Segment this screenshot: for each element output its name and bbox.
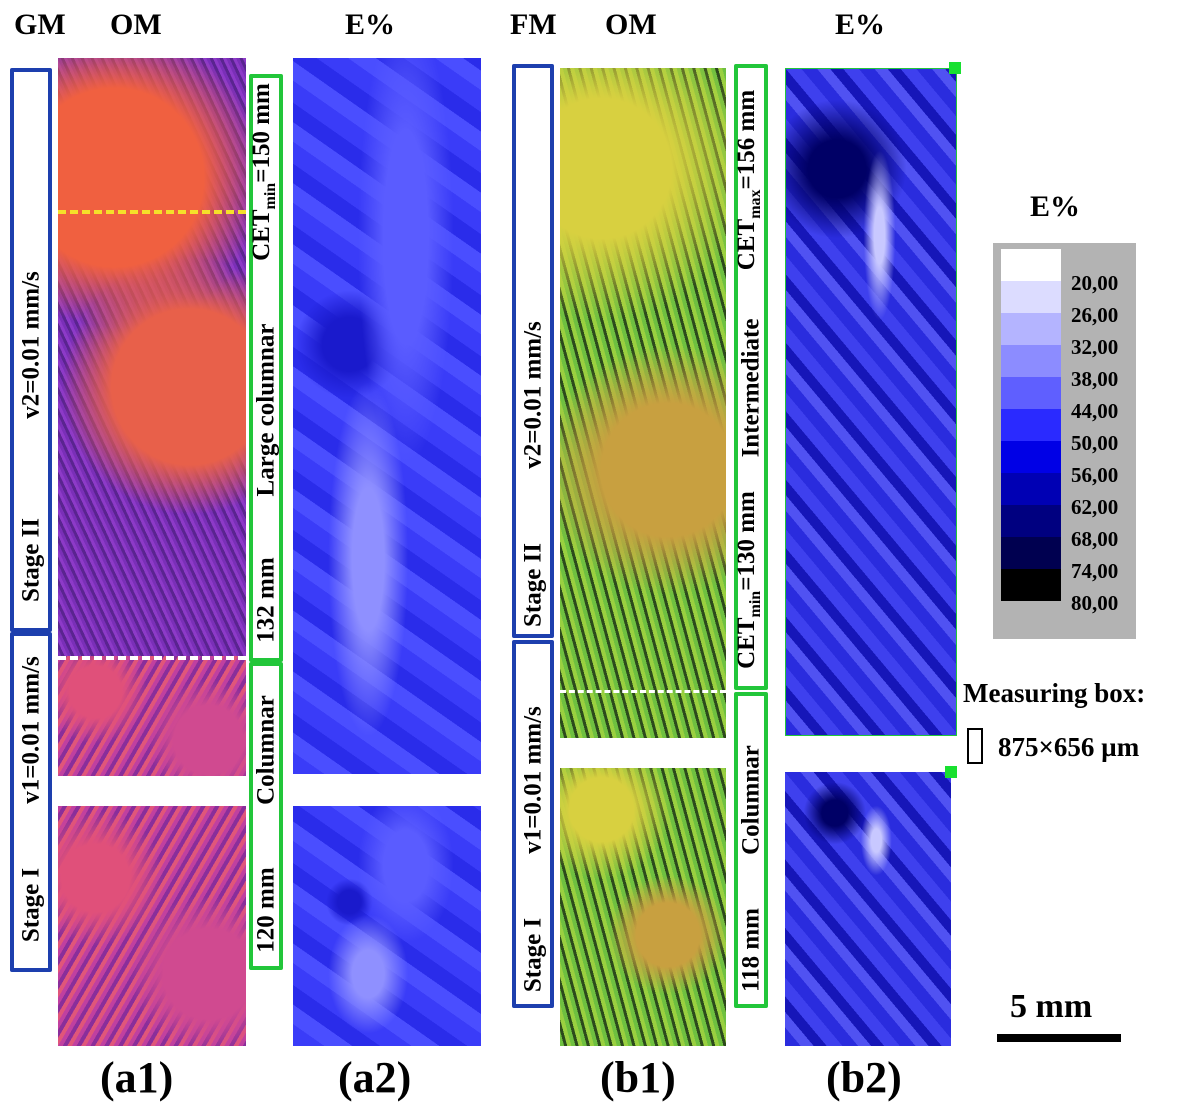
legend-swatch (1001, 249, 1061, 281)
stage-i-box-a1 (10, 632, 52, 972)
panel-label-a2: (a2) (338, 1053, 412, 1102)
v2-label-a1: v2=0.01 mm/s (17, 271, 45, 419)
scale-bar-label: 5 mm (1010, 988, 1093, 1025)
measuring-box-icon (967, 728, 983, 764)
stage-boundary-line-b1 (560, 690, 726, 693)
header-gm: GM (14, 8, 66, 41)
header-om-right: OM (605, 8, 657, 41)
legend-swatch (1001, 537, 1061, 569)
legend-value: 62,00 (1071, 495, 1119, 519)
intermediate-label-b1: Intermediate (737, 318, 765, 458)
header-e-left: E% (345, 8, 396, 41)
legend-swatch (1001, 345, 1061, 377)
om-micrograph-a1-lower (58, 806, 246, 1046)
mm-118-label-b1: 118 mm (737, 907, 765, 993)
v1-label-b1: v1=0.01 mm/s (519, 706, 547, 854)
scale-bar (997, 1034, 1121, 1042)
header-fm: FM (510, 8, 557, 41)
legend-value: 68,00 (1071, 527, 1119, 551)
columnar-label-b1: Columnar (737, 745, 765, 855)
color-legend: 20,00 26,00 32,00 38,00 44,00 50,00 56,00 62,00… (993, 243, 1136, 639)
cet-max-label-b1: CETmax=156 mm (733, 89, 764, 271)
stage-i-box-b1 (512, 640, 554, 1008)
cet-min-label-a1: CETmin=150 mm (248, 83, 279, 261)
legend-swatch (1001, 409, 1061, 441)
header-om-left: OM (110, 8, 162, 41)
e-map-a2-lower (293, 806, 481, 1046)
legend-swatch (1001, 441, 1061, 473)
columnar-label-a1: Columnar (252, 695, 280, 805)
v1-label-a1: v1=0.01 mm/s (17, 656, 45, 804)
om-micrograph-a1-upper (58, 58, 246, 656)
legend-value: 80,00 (1071, 591, 1119, 615)
e-map-b2-upper (785, 68, 957, 736)
legend-value: 56,00 (1071, 463, 1119, 487)
cet-region-box-a1 (249, 74, 283, 662)
om-micrograph-b1-lower (560, 768, 726, 1046)
header-e-right: E% (835, 8, 886, 41)
stage-ii-label-b1: Stage II (519, 542, 547, 628)
mm-132-label-a1: 132 mm (252, 557, 280, 643)
e-map-b2-lower (785, 772, 951, 1046)
legend-swatch (1001, 377, 1061, 409)
legend-swatch (1001, 313, 1061, 345)
stage-ii-box-a1 (10, 68, 52, 632)
stage-boundary-line-a1 (58, 656, 246, 660)
stage-i-label-b1: Stage I (519, 917, 547, 993)
legend-swatch (1001, 281, 1061, 313)
v2-label-b1: v2=0.01 mm/s (519, 321, 547, 469)
legend-value: 20,00 (1071, 271, 1119, 295)
legend-value: 44,00 (1071, 399, 1119, 423)
large-columnar-label-a1: Large columnar (252, 323, 280, 497)
corner-marker-b2-lower (945, 766, 957, 778)
panel-label-b1: (b1) (600, 1053, 676, 1102)
legend-value: 26,00 (1071, 303, 1119, 327)
legend-value: 38,00 (1071, 367, 1119, 391)
stage-ii-box-b1 (512, 64, 554, 638)
cet-dashed-line-a1 (58, 210, 246, 214)
legend-value: 50,00 (1071, 431, 1119, 455)
legend-swatch (1001, 473, 1061, 505)
legend-value: 32,00 (1071, 335, 1119, 359)
columnar-region-box-b1 (734, 692, 768, 1008)
panel-label-a1: (a1) (100, 1053, 174, 1102)
legend-value: 74,00 (1071, 559, 1119, 583)
cet-min-label-b1: CETmin=130 mm (733, 491, 764, 669)
mm-120-label-a1: 120 mm (252, 867, 280, 953)
legend-swatch (1001, 505, 1061, 537)
e-map-a2-upper (293, 58, 481, 774)
legend-title: E% (1030, 190, 1081, 223)
measuring-box-title: Measuring box: (963, 678, 1146, 708)
columnar-region-box-a1 (249, 662, 283, 970)
corner-marker-b2-upper (949, 62, 961, 74)
measuring-box-size: 875×656 µm (998, 732, 1140, 762)
cet-region-box-b1 (734, 64, 768, 690)
legend-swatch (1001, 569, 1061, 601)
om-micrograph-b1-upper (560, 68, 726, 738)
panel-label-b2: (b2) (826, 1053, 902, 1102)
om-micrograph-a1-middle (58, 656, 246, 776)
stage-i-label-a1: Stage I (17, 867, 45, 943)
stage-ii-label-a1: Stage II (17, 517, 45, 603)
